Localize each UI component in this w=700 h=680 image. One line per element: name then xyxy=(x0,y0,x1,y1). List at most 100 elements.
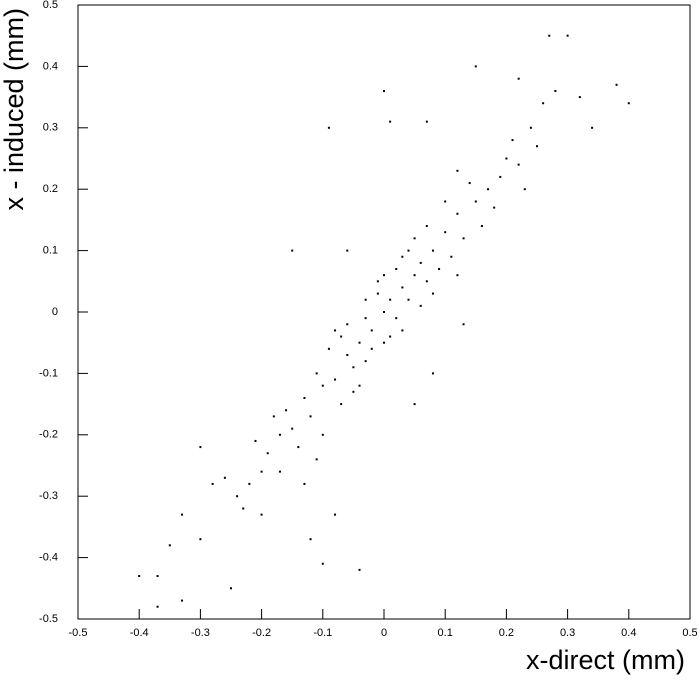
scatter-point xyxy=(425,225,428,228)
scatter-point xyxy=(156,575,159,578)
scatter-point xyxy=(236,495,239,498)
scatter-point xyxy=(487,188,490,191)
y-tick-label: -0.2 xyxy=(39,429,58,441)
scatter-point xyxy=(383,274,385,277)
scatter-point xyxy=(181,599,184,602)
y-tick-label: -0.1 xyxy=(39,367,58,379)
scatter-point xyxy=(334,513,337,516)
scatter-point xyxy=(474,200,477,203)
scatter-point xyxy=(254,439,257,442)
scatter-point xyxy=(272,415,275,418)
scatter-point xyxy=(327,126,330,129)
scatter-point xyxy=(383,89,385,92)
scatter-point xyxy=(456,212,459,215)
scatter-point xyxy=(346,353,349,356)
scatter-point xyxy=(211,482,214,485)
scatter-point xyxy=(309,538,312,541)
scatter-point xyxy=(401,329,404,332)
scatter-point xyxy=(181,513,184,516)
scatter-point xyxy=(529,126,532,129)
scatter-point xyxy=(285,409,288,412)
scatter-point xyxy=(346,323,349,326)
scatter-point xyxy=(199,446,202,449)
scatter-point xyxy=(542,102,545,105)
scatter-point xyxy=(168,544,171,547)
scatter-point xyxy=(517,77,520,80)
scatter-point xyxy=(499,175,502,178)
scatter-point xyxy=(260,470,263,473)
scatter-point xyxy=(278,433,281,436)
scatter-point xyxy=(223,476,226,479)
scatter-point xyxy=(536,145,538,148)
scatter-point xyxy=(425,120,428,123)
scatter-point xyxy=(627,102,630,105)
scatter-point xyxy=(413,274,416,277)
scatter-point xyxy=(493,206,496,209)
scatter-point xyxy=(346,249,349,252)
scatter-point xyxy=(358,341,361,344)
scatter-point xyxy=(340,403,343,406)
scatter-point xyxy=(364,298,367,301)
scatter-point xyxy=(315,372,318,375)
scatter-point xyxy=(480,225,483,228)
scatter-point xyxy=(334,329,337,332)
x-tick-label: -0.5 xyxy=(69,627,88,639)
scatter-point xyxy=(260,513,263,516)
scatter-point xyxy=(566,34,569,37)
scatter-point xyxy=(297,446,300,449)
scatter-point xyxy=(419,304,422,307)
scatter-point xyxy=(431,292,434,295)
scatter-point xyxy=(468,182,471,185)
y-tick-label: 0.4 xyxy=(43,60,58,72)
x-tick-label: 0.2 xyxy=(499,627,514,639)
scatter-point xyxy=(340,335,343,338)
scatter-point xyxy=(615,83,618,86)
scatter-point xyxy=(523,188,526,191)
scatter-point xyxy=(383,341,385,344)
scatter-point xyxy=(309,415,312,418)
scatter-point xyxy=(364,360,367,363)
scatter-point xyxy=(474,65,477,68)
scatter-point xyxy=(389,335,392,338)
scatter-point xyxy=(389,298,392,301)
scatter-point xyxy=(407,249,410,252)
scatter-point xyxy=(431,372,434,375)
scatter-point xyxy=(266,452,269,455)
scatter-point xyxy=(315,458,318,461)
scatter-point xyxy=(554,89,557,92)
scatter-point xyxy=(431,249,434,252)
scatter-point xyxy=(395,268,398,271)
x-tick-label: -0.4 xyxy=(130,627,149,639)
x-tick-label: -0.2 xyxy=(252,627,271,639)
scatter-point xyxy=(425,280,428,283)
scatter-point xyxy=(358,384,361,387)
scatter-point xyxy=(291,427,294,430)
scatter-point xyxy=(548,34,551,37)
x-tick-label: -0.3 xyxy=(191,627,210,639)
x-tick-label: 0.4 xyxy=(621,627,636,639)
y-tick-label: 0.5 xyxy=(43,0,58,11)
scatter-point xyxy=(450,255,453,258)
scatter-point xyxy=(505,157,508,160)
scatter-point xyxy=(242,507,245,510)
scatter-point xyxy=(364,317,367,320)
scatter-point xyxy=(389,120,392,123)
scatter-point xyxy=(248,482,251,485)
scatter-point xyxy=(327,347,330,350)
scatter-point xyxy=(444,231,447,234)
scatter-point xyxy=(199,538,202,541)
x-tick-label: -0.1 xyxy=(313,627,332,639)
scatter-point xyxy=(413,403,416,406)
scatter-point xyxy=(456,274,459,277)
scatter-point xyxy=(578,96,581,99)
x-tick-label: 0.3 xyxy=(560,627,575,639)
scatter-point xyxy=(321,562,324,565)
scatter-point xyxy=(303,396,306,399)
scatter-point xyxy=(413,237,416,240)
x-tick-label: 0 xyxy=(381,627,387,639)
scatter-point xyxy=(444,200,447,203)
y-tick-label: 0 xyxy=(52,306,58,318)
scatter-point xyxy=(376,292,379,295)
scatter-point xyxy=(291,249,294,252)
